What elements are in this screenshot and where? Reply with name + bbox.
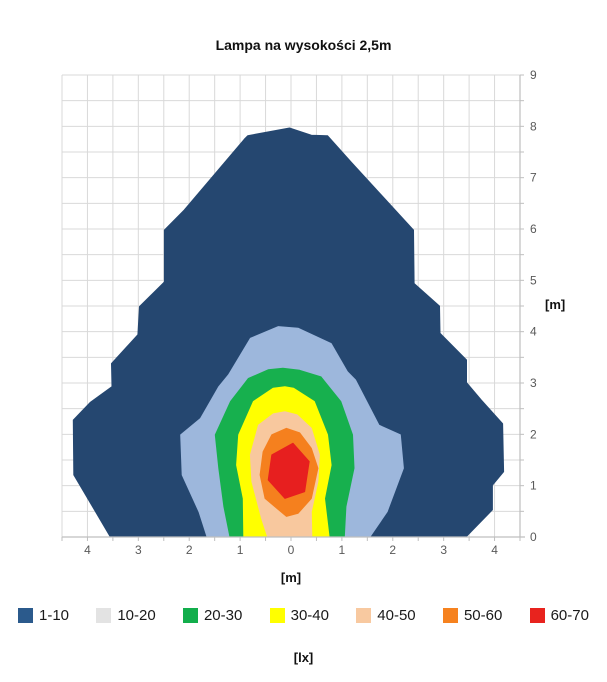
x-tick-label: 2 (186, 543, 193, 557)
x-tick-label: 4 (84, 543, 91, 557)
y-tick-label: 9 (530, 68, 537, 82)
legend-swatch-10-20 (96, 608, 112, 623)
legend-entry-20-30: 20-30 (182, 607, 243, 624)
y-tick-label: 6 (530, 222, 537, 236)
legend-swatch-50-60 (442, 608, 458, 623)
legend-entry-60-70: 60-70 (529, 607, 589, 624)
legend-swatch-20-30 (182, 608, 198, 623)
legend-entry-40-50: 40-50 (356, 607, 416, 624)
contour-band-60-70 (267, 442, 310, 499)
x-tick-label: 2 (389, 543, 396, 557)
legend-label: 40-50 (377, 607, 416, 624)
x-tick-label: 3 (440, 543, 447, 557)
x-tick-label: 1 (237, 543, 244, 557)
y-tick-label: 1 (530, 479, 537, 493)
legend-label: 20-30 (203, 607, 243, 624)
y-tick-label: 8 (530, 119, 537, 133)
legend-entry-1-10: 1-10 (18, 607, 69, 624)
contour-plot: 4 3 2 1 0 1 2 3 4 0 1 2 3 4 5 6 7 8 9 (61, 68, 537, 557)
y-tick-label: 7 (530, 171, 537, 185)
x-tick-label: 4 (491, 543, 498, 557)
legend-entry-50-60: 50-60 (442, 607, 503, 624)
legend-label: 10-20 (117, 607, 156, 624)
x-axis-title: [m] (280, 570, 302, 585)
legend-entry-30-40: 30-40 (269, 607, 329, 624)
legend-swatch-1-10 (18, 608, 33, 623)
legend-label: 50-60 (463, 607, 503, 624)
legend-swatch-40-50 (356, 608, 372, 623)
y-tick-label: 3 (530, 376, 537, 390)
x-tick-label: 0 (288, 543, 295, 557)
legend-unit-label: [lx] (293, 650, 314, 665)
legend-swatch-60-70 (529, 608, 545, 623)
legend-entry-10-20: 10-20 (96, 607, 156, 624)
legend: 1-10 10-20 20-30 30-40 40-50 50-60 60-70 (0, 607, 607, 624)
legend-label: 1-10 (39, 607, 70, 624)
y-tick-label: 0 (530, 530, 537, 544)
y-tick-label: 4 (530, 325, 537, 339)
y-axis-title: [m] (545, 297, 566, 312)
chart-title: Lampa na wysokości 2,5m (215, 37, 392, 53)
legend-swatch-30-40 (269, 608, 285, 623)
legend-label: 60-70 (550, 607, 589, 624)
x-tick-label: 1 (339, 543, 346, 557)
y-tick-label: 5 (530, 273, 537, 287)
x-tick-label: 3 (135, 543, 142, 557)
y-tick-label: 2 (530, 427, 537, 441)
legend-label: 30-40 (290, 607, 329, 624)
